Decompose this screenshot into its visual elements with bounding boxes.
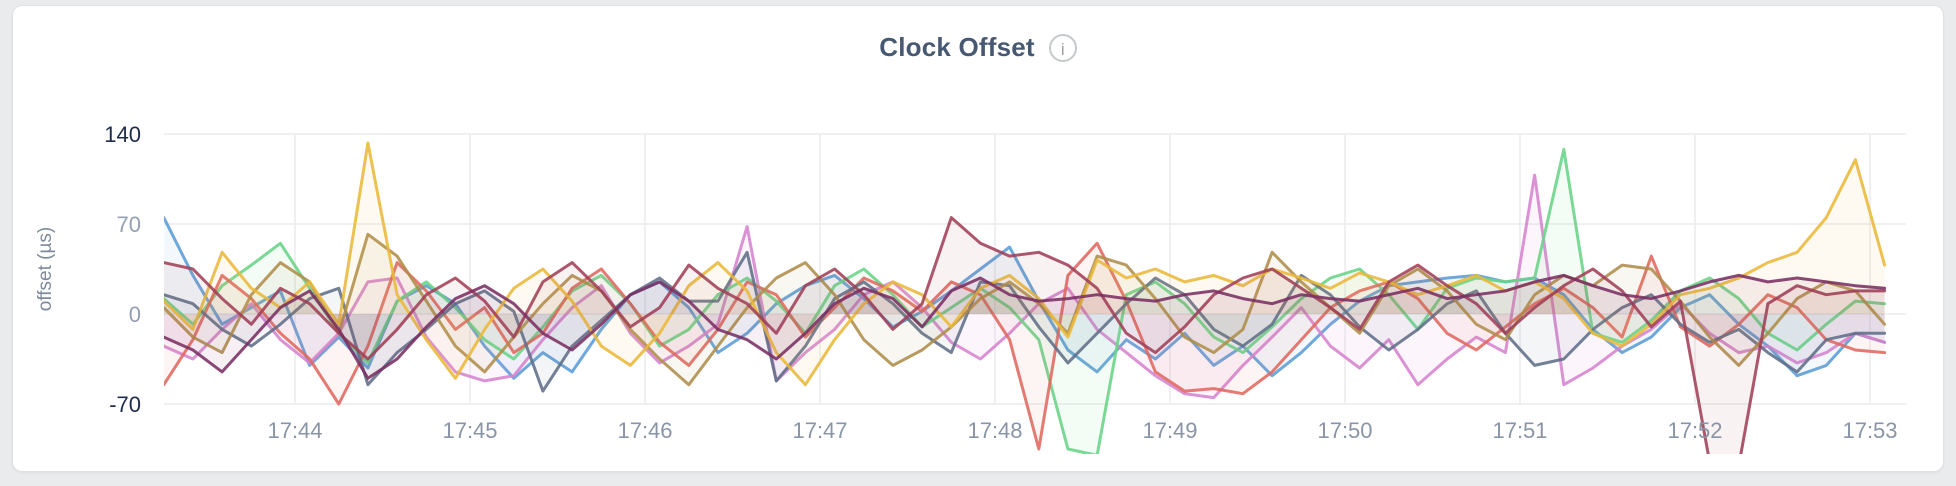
y-axis-title: offset (µs) [35, 227, 56, 312]
series-line-7 [164, 141, 1887, 387]
series-area-9 [164, 275, 1885, 379]
x-tick-label: 17:53 [1842, 418, 1897, 443]
x-tick-label: 17:47 [792, 418, 847, 443]
x-tick-label: 17:51 [1492, 418, 1547, 443]
series-area-7 [164, 143, 1885, 385]
y-tick-label: 70 [117, 212, 141, 237]
gridlines [164, 133, 1906, 405]
chart-header: Clock Offset i [13, 32, 1943, 63]
series-line-9 [164, 273, 1887, 380]
series-area-4 [164, 243, 1885, 449]
series-area-6 [164, 234, 1885, 385]
series-line-6 [164, 232, 1887, 387]
x-tick-label: 17:48 [967, 418, 1022, 443]
x-tick-label: 17:46 [617, 418, 672, 443]
series-line-8 [164, 216, 1887, 454]
y-tick-label: 140 [104, 122, 141, 147]
y-tick-label: -70 [109, 392, 141, 417]
series-area-2 [164, 175, 1885, 398]
x-tick-label: 17:44 [267, 418, 322, 443]
series-line-4 [164, 241, 1887, 451]
x-tick-label: 17:52 [1667, 418, 1722, 443]
x-tick-label: 17:50 [1317, 418, 1372, 443]
chart-title: Clock Offset [879, 32, 1035, 62]
series-area-5 [164, 252, 1885, 392]
series-line-2 [164, 173, 1887, 400]
x-tick-label: 17:49 [1142, 418, 1197, 443]
x-tick-label: 17:45 [442, 418, 497, 443]
y-axis-labels: 140 70 0 -70 [104, 122, 141, 417]
y-tick-label: 0 [129, 302, 141, 327]
series-group [164, 141, 1887, 454]
clock-offset-chart-card: Clock Offset i 140 70 0 -70 17:44 17:45 17:46 1… [12, 5, 1944, 472]
series-line-5 [164, 250, 1887, 393]
info-icon[interactable]: i [1048, 33, 1077, 62]
x-axis-labels: 17:44 17:45 17:46 17:47 17:48 17:49 17:50 17:51… [267, 418, 1897, 443]
series-area-8 [164, 217, 1885, 454]
